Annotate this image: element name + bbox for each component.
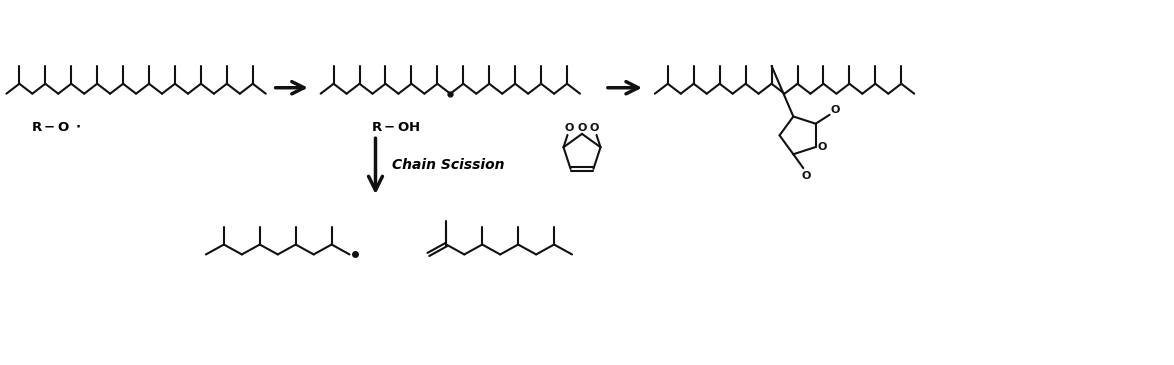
Text: $\mathbf{R-OH}$: $\mathbf{R-OH}$	[371, 121, 420, 134]
Text: Chain Scission: Chain Scission	[392, 158, 505, 172]
Text: O: O	[802, 171, 811, 181]
Text: O: O	[578, 123, 587, 134]
Text: O: O	[831, 105, 841, 115]
Text: O: O	[817, 142, 826, 152]
Text: $\mathbf{R-O\ \bullet}$: $\mathbf{R-O\ \bullet}$	[32, 121, 82, 134]
Text: O: O	[565, 123, 574, 133]
Text: O: O	[589, 123, 599, 133]
